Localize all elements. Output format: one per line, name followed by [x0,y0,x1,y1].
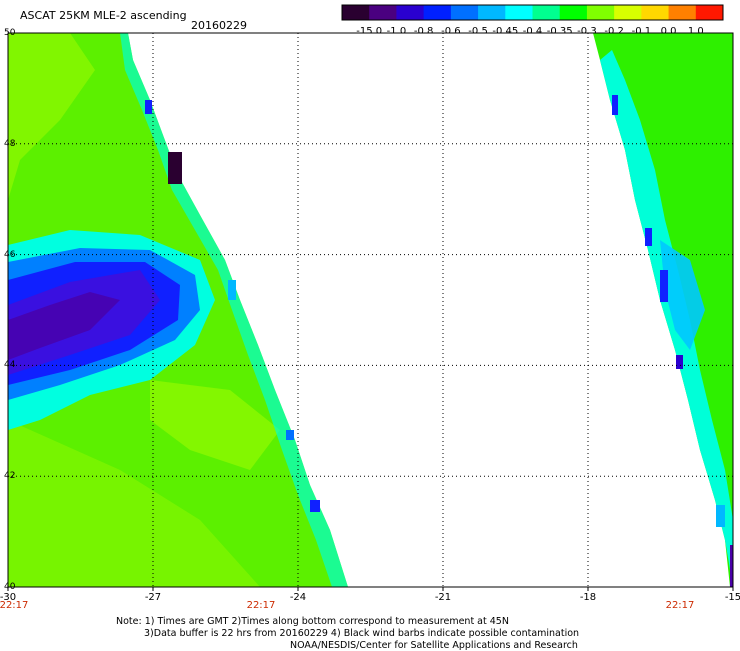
swath-right-cyan [600,50,733,587]
graticule [8,33,733,587]
colorbar-label: -0.4 [522,26,543,37]
lon-label: -18 [579,592,597,603]
swath-left-variation [8,33,95,200]
colorbar-label: -0.8 [413,26,434,37]
lat-label: 50 [4,28,16,38]
colorbar-label: -1.0 [386,26,407,37]
colorbar-label: 0.0 [660,26,677,37]
colorbar-segment [641,5,670,20]
colorbar-segment [396,5,425,20]
lat-label: 42 [4,471,16,482]
colorbar-segment [695,5,724,20]
colorbar-segment [478,5,506,20]
colorbar-segment [532,5,561,20]
colorbar-segment [505,5,533,20]
colorbar-segment [614,5,642,20]
note-line-1: Note: 1) Times are GMT 2)Times along bot… [116,616,509,627]
colorbar-label: -0.5 [468,26,488,37]
colorbar-segment [586,5,615,20]
note-line-3: NOAA/NESDIS/Center for Satellite Applica… [290,640,578,651]
lat-label: 44 [4,360,16,371]
product-title: ASCAT 25KM MLE-2 ascending [20,9,187,22]
lon-label: -30 [0,592,17,603]
lon-label: -21 [434,592,452,603]
product-date: 20160229 [191,19,247,32]
colorbar-segment [559,5,588,20]
colorbar-label: -0.3 [577,26,597,37]
colorbar [341,4,724,21]
lon-label: -24 [289,592,307,603]
lat-label: 40 [4,582,16,592]
colorbar-segment [668,5,697,20]
colorbar-label: -15.0 [356,26,383,37]
lon-label: -15 [724,592,740,603]
colorbar-label: -0.1 [631,26,652,37]
colorbar-label: -0.6 [441,26,461,37]
colorbar-segment [369,5,397,20]
time-label-middle: 22:17 [246,600,276,611]
lat-label: 46 [4,249,16,260]
time-label-left: 22:17 [0,600,29,611]
colorbar-segment [342,5,370,20]
colorbar-label: -0.2 [604,26,624,37]
colorbar-label: -0.35 [546,26,573,37]
lon-label: -27 [144,592,162,603]
colorbar-segment [423,5,452,20]
lat-label: 48 [4,138,16,149]
colorbar-segment [450,5,479,20]
colorbar-label: 1.0 [687,26,704,37]
colorbar-label: -0.45 [492,26,519,37]
note-line-2: 3)Data buffer is 22 hrs from 20160229 4)… [144,628,580,639]
time-label-right: 22:17 [665,600,695,611]
